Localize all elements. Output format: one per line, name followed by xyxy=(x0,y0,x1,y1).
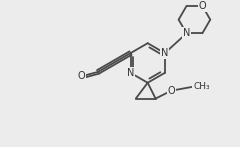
Text: N: N xyxy=(161,48,168,58)
Text: O: O xyxy=(168,86,175,96)
Text: N: N xyxy=(127,68,134,78)
Text: O: O xyxy=(198,1,206,11)
Text: O: O xyxy=(77,71,85,81)
Text: N: N xyxy=(183,28,190,38)
Text: CH₃: CH₃ xyxy=(193,82,210,91)
